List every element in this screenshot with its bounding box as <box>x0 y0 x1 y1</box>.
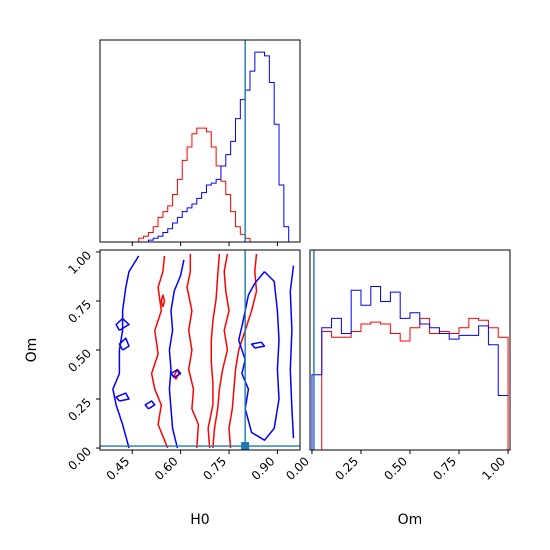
om-hist-series_2 <box>311 285 509 450</box>
contour-series_2-5 <box>118 337 130 351</box>
om-x-tick-label-1: 0.25 <box>332 454 361 483</box>
contour-series_1-2 <box>207 253 221 449</box>
om-x-tick-label-4: 1.00 <box>479 454 508 483</box>
h0-histogram-panel <box>99 39 301 246</box>
contour-series_2-3 <box>289 265 295 439</box>
contour-series_2-4 <box>115 317 130 332</box>
om-y-tick-label-4: 1.00 <box>65 248 94 277</box>
om-hist-series_1 <box>311 317 509 451</box>
contour-series_2-0 <box>112 255 140 449</box>
om-y-tick-label-1: 0.25 <box>65 395 94 424</box>
contour-series_1-4 <box>228 253 258 449</box>
h0-hist-series_2 <box>100 51 299 243</box>
om-histogram-panel: 0.00 0.25 0.50 0.75 1.00 <box>283 249 511 483</box>
contour-series_2-7 <box>250 341 266 349</box>
om-y-tick-label-2: 0.50 <box>65 346 94 375</box>
h0-om-contour-panel: 0.45 0.60 0.75 0.90 0.00 0.25 0.50 0.75 1.00 <box>65 248 301 483</box>
h0-x-tick-label-3: 0.90 <box>249 454 278 483</box>
axis-labels: H0 Om Om <box>24 338 422 528</box>
contour-series_2-1 <box>168 259 185 449</box>
om-hist-frame <box>309 249 511 451</box>
om-x-tick-label-2: 0.50 <box>381 454 410 483</box>
truth-marker <box>241 442 250 451</box>
om-y-tick-label-3: 0.75 <box>65 297 94 326</box>
h0-hist-series_1 <box>100 127 299 243</box>
contour-series_1-5 <box>160 294 166 308</box>
h0-hist-frame <box>99 39 301 243</box>
contour-series_2-9 <box>170 368 182 379</box>
h0-x-tick-label-1: 0.60 <box>152 454 181 483</box>
om-x-tick-label-3: 0.75 <box>430 454 459 483</box>
x-axis-label-h0: H0 <box>190 512 209 528</box>
contour-series_2-8 <box>144 400 156 410</box>
om-x-tick-label-0: 0.00 <box>283 454 312 483</box>
contour-frame <box>99 249 301 451</box>
contour-series_1-1 <box>186 253 200 449</box>
h0-x-tick-label-0: 0.45 <box>104 454 133 483</box>
contour-series_1-0 <box>150 255 169 449</box>
contour-series_2-6 <box>115 392 130 402</box>
om-y-tick-label-0: 0.00 <box>65 444 94 473</box>
h0-x-tick-label-2: 0.75 <box>200 454 229 483</box>
y-axis-label-om: Om <box>24 338 40 363</box>
contour-series_1-3 <box>212 253 230 449</box>
x-axis-label-om: Om <box>398 512 423 528</box>
